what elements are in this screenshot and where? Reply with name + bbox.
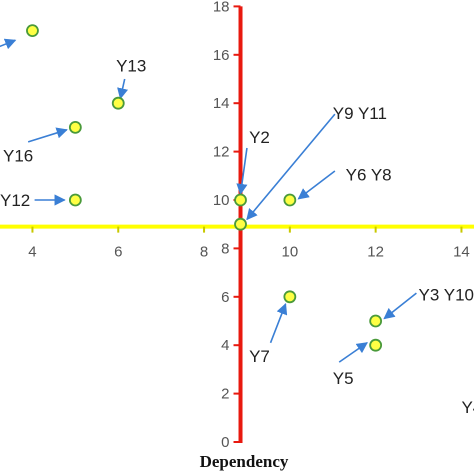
data-point — [68, 121, 82, 134]
y-tick-label: 6 — [221, 289, 229, 306]
data-point — [111, 96, 125, 110]
x-tick-label: 6 — [114, 244, 122, 261]
y-tick-label: 4 — [221, 337, 229, 354]
point-label: Y2 — [249, 128, 270, 147]
y-tick-label: 16 — [213, 47, 230, 64]
annotation-arrow — [269, 303, 288, 344]
y-tick-label: 14 — [213, 95, 230, 112]
point-label: Y16 — [3, 146, 33, 165]
y-tick-label: 8 — [221, 240, 229, 257]
point-label: Y6 Y8 — [346, 166, 392, 185]
annotation-arrow — [338, 342, 368, 363]
point-label: Y5 — [333, 369, 354, 388]
point-label: Y12 — [0, 191, 30, 210]
point-label: Y3 Y10 — [419, 285, 474, 304]
y-tick-label: 2 — [221, 386, 229, 403]
y-tick-label: 12 — [213, 144, 230, 161]
annotation-arrow — [236, 147, 248, 196]
data-point — [283, 193, 297, 207]
y-tick-label: 10 — [213, 192, 230, 209]
data-point — [234, 217, 247, 231]
x-axis-title: Dependency — [200, 452, 289, 471]
annotation-arrow — [383, 292, 417, 320]
annotation-arrow — [27, 127, 68, 143]
y-tick-label: 0 — [221, 434, 229, 451]
x-tick-label: 4 — [28, 244, 36, 261]
point-label: Y13 — [116, 57, 146, 76]
x-tick-label: 12 — [367, 244, 384, 261]
annotation-arrow — [246, 113, 336, 221]
data-point — [369, 314, 383, 328]
x-tick-label: 14 — [453, 244, 470, 261]
point-label: Y4 — [461, 398, 474, 417]
point-label: Y9 Y11 — [333, 104, 387, 123]
annotation-arrow — [297, 170, 336, 200]
data-point — [68, 193, 82, 207]
data-point — [234, 193, 247, 207]
y-tick-label: 18 — [213, 0, 230, 15]
annotation-arrow — [0, 38, 17, 50]
data-point — [369, 338, 383, 352]
point-label: Y7 — [249, 347, 270, 366]
data-point — [283, 290, 297, 304]
x-tick-label: 10 — [282, 244, 299, 261]
data-point — [26, 24, 39, 38]
annotation-arrow — [117, 78, 129, 100]
x-tick-label: 8 — [200, 244, 208, 261]
